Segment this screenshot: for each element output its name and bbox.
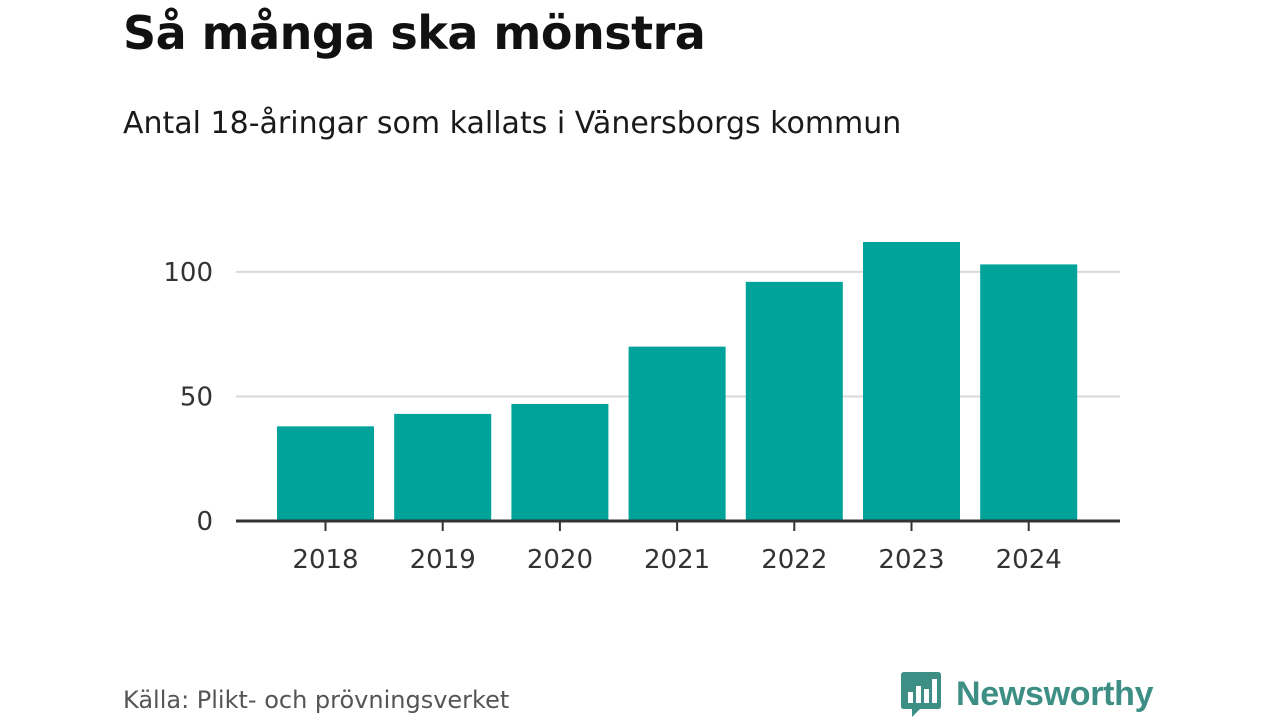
x-tick-label-2023: 2023: [878, 545, 944, 575]
brand-logo: Newsworthy: [900, 670, 1154, 718]
chart-title: Så många ska mönstra: [123, 6, 706, 60]
bar-2020: [511, 403, 609, 521]
chart-subtitle: Antal 18-åringar som kallats i Vänersbor…: [123, 106, 902, 141]
bar-2021: [628, 346, 726, 521]
x-tick-label-2018: 2018: [292, 545, 358, 575]
x-tick-label-2021: 2021: [644, 545, 710, 575]
y-tick-label-100: 100: [163, 258, 213, 288]
bar-2018: [277, 426, 374, 521]
bar-2023: [863, 242, 960, 521]
y-tick-label-0: 0: [196, 507, 213, 537]
bar-2019: [394, 413, 492, 521]
brand-name: Newsworthy: [956, 674, 1154, 713]
x-tick-label-2019: 2019: [410, 545, 476, 575]
bars: [277, 242, 1078, 521]
axes: 0 50 100 2018 2019 2020 2021 2022 2023 2024: [163, 258, 1120, 575]
x-tick-label-2022: 2022: [761, 545, 827, 575]
source-note: Källa: Plikt- och prövningsverket: [123, 686, 510, 714]
y-tick-label-50: 50: [180, 382, 213, 412]
newsworthy-bar-chart-icon: [901, 672, 941, 717]
x-tick-label-2020: 2020: [527, 545, 593, 575]
bar-2022: [745, 281, 843, 521]
x-tick-label-2024: 2024: [996, 545, 1062, 575]
bar-2024: [980, 264, 1078, 521]
